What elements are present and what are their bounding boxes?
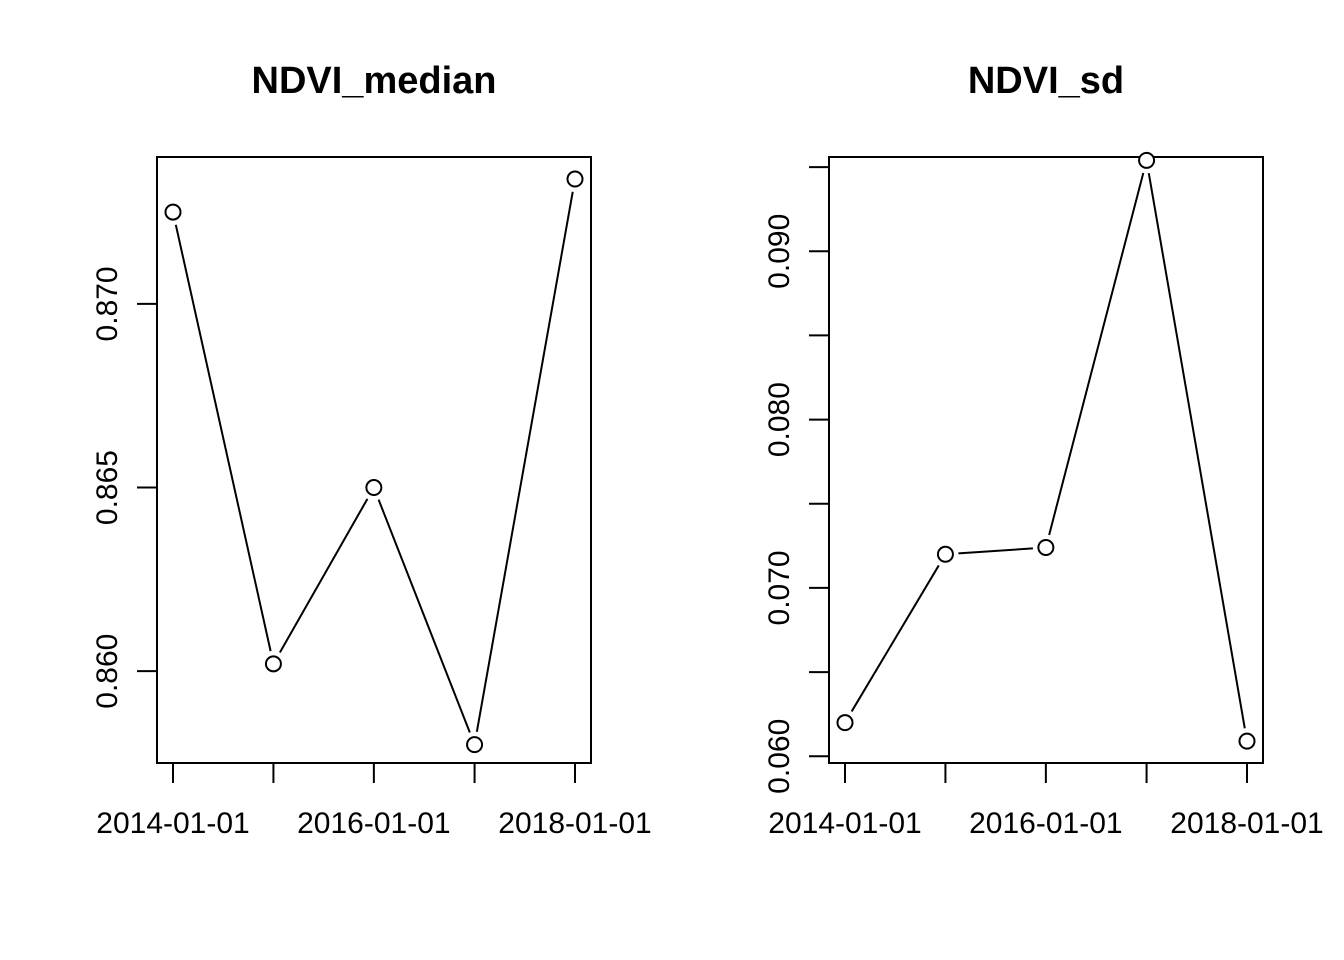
series-segment [1048,172,1145,536]
series-segment [377,499,471,733]
x-axis: 2014-01-01 2016-01-01 2018-01-01 [768,762,1324,840]
x-tick-label: 2018-01-01 [498,807,651,840]
y-tick-label: 0.060 [763,719,796,794]
data-point [836,714,854,732]
x-tick-label: 2014-01-01 [96,807,249,840]
series-segment [174,224,272,652]
data-point [936,545,954,563]
series-ndvi-sd [836,151,1256,750]
x-tick-label: 2016-01-01 [969,807,1122,840]
series-segment [850,564,940,712]
y-tick-label: 0.080 [763,382,796,457]
data-point [264,655,282,673]
series-ndvi-median [164,170,584,754]
x-tick-label: 2014-01-01 [768,807,921,840]
data-point [365,479,383,497]
data-point [1138,151,1156,169]
series-segment [958,547,1033,555]
y-tick-label: 0.070 [763,550,796,625]
y-axis: 0.860 0.865 0.870 [91,266,158,709]
x-tick-label: 2018-01-01 [1170,807,1323,840]
y-tick-label: 0.090 [763,214,796,289]
y-tick-label: 0.860 [91,634,124,709]
chart-title: NDVI_sd [968,60,1124,102]
data-point [1037,539,1055,557]
x-axis: 2014-01-01 2016-01-01 2018-01-01 [96,762,652,840]
panel-ndvi-sd: NDVI_sd 2014-01-01 2016-01-01 2018-01-01 0… [763,60,1324,840]
series-segment [278,498,369,654]
y-tick-label: 0.870 [91,266,124,341]
panel-ndvi-median: NDVI_median 2014-01-01 2016-01-01 2018-01-… [91,60,652,840]
series-segment [475,191,574,733]
data-point [466,736,484,754]
data-point [566,170,584,188]
y-tick-label: 0.865 [91,450,124,525]
data-point [1238,732,1256,750]
chart-title: NDVI_median [252,60,497,102]
x-tick-label: 2016-01-01 [297,807,450,840]
data-point [164,203,182,221]
series-segment [1147,173,1246,729]
y-axis: 0.060 0.070 0.080 0.090 [763,166,830,794]
